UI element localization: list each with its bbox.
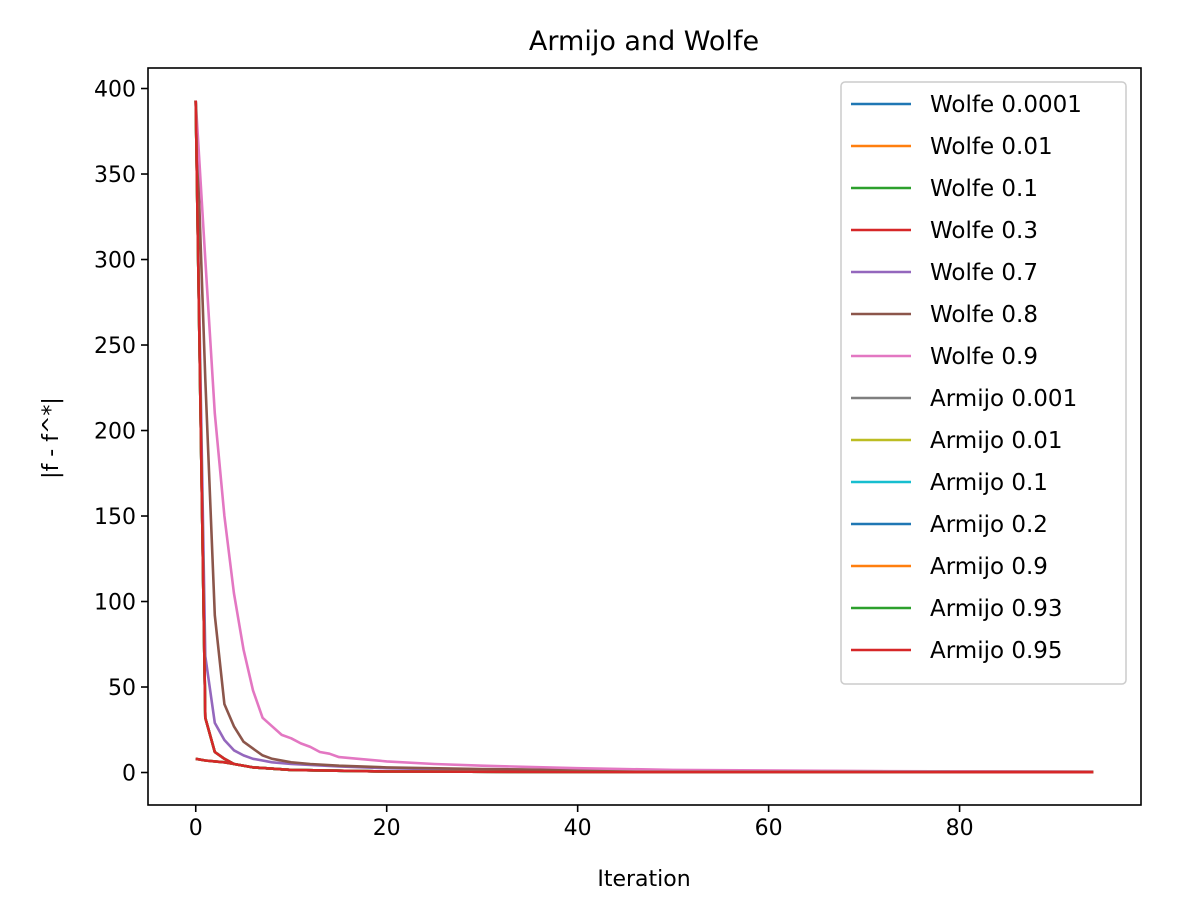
legend: Wolfe 0.0001 Wolfe 0.01 Wolfe 0.1 Wolfe 0.3… bbox=[840, 81, 1127, 685]
legend-label: Wolfe 0.3 bbox=[930, 218, 1038, 244]
x-axis-label: Iteration bbox=[597, 867, 690, 892]
y-tick-label: 50 bbox=[108, 676, 136, 701]
y-tick-label: 400 bbox=[94, 78, 136, 103]
x-tick-label: 0 bbox=[189, 816, 203, 841]
series-line-wolfe-0-8 bbox=[194, 100, 1094, 774]
x-tick-label: 80 bbox=[946, 816, 974, 841]
y-axis-ticks: 0 50 100 150 200 250 300 350 400 bbox=[94, 78, 148, 787]
y-tick-label: 300 bbox=[94, 249, 136, 274]
series-line-wolfe-0-9 bbox=[194, 100, 1094, 774]
plot-area-frame bbox=[147, 67, 1142, 806]
plot-series bbox=[194, 100, 1094, 774]
x-tick-label: 40 bbox=[564, 816, 592, 841]
y-tick-label: 0 bbox=[122, 762, 136, 787]
legend-label: Wolfe 0.9 bbox=[930, 344, 1038, 370]
x-tick-label: 60 bbox=[755, 816, 783, 841]
x-tick-label: 20 bbox=[373, 816, 401, 841]
chart-title: Armijo and Wolfe bbox=[529, 26, 759, 57]
legend-label: Armijo 0.01 bbox=[930, 428, 1063, 454]
legend-label: Wolfe 0.1 bbox=[930, 176, 1038, 202]
legend-label: Wolfe 0.0001 bbox=[930, 92, 1082, 118]
y-tick-label: 200 bbox=[94, 420, 136, 445]
legend-box bbox=[840, 81, 1127, 685]
y-tick-label: 150 bbox=[94, 505, 136, 530]
x-axis-ticks: 0 20 40 60 80 bbox=[189, 805, 974, 841]
y-axis-label: |f - f^*| bbox=[39, 397, 64, 479]
legend-label: Armijo 0.001 bbox=[930, 386, 1077, 412]
legend-label: Wolfe 0.7 bbox=[930, 260, 1038, 286]
legend-label: Armijo 0.95 bbox=[930, 638, 1063, 664]
y-tick-label: 350 bbox=[94, 163, 136, 188]
legend-label: Armijo 0.2 bbox=[930, 512, 1048, 538]
legend-label: Armijo 0.93 bbox=[930, 596, 1063, 622]
y-tick-label: 250 bbox=[94, 334, 136, 359]
series-line-armijo-0-95 bbox=[194, 100, 1094, 774]
legend-label: Wolfe 0.01 bbox=[930, 134, 1053, 160]
y-tick-label: 100 bbox=[94, 591, 136, 616]
legend-label: Wolfe 0.8 bbox=[930, 302, 1038, 328]
legend-label: Armijo 0.1 bbox=[930, 470, 1048, 496]
legend-label: Armijo 0.9 bbox=[930, 554, 1048, 580]
